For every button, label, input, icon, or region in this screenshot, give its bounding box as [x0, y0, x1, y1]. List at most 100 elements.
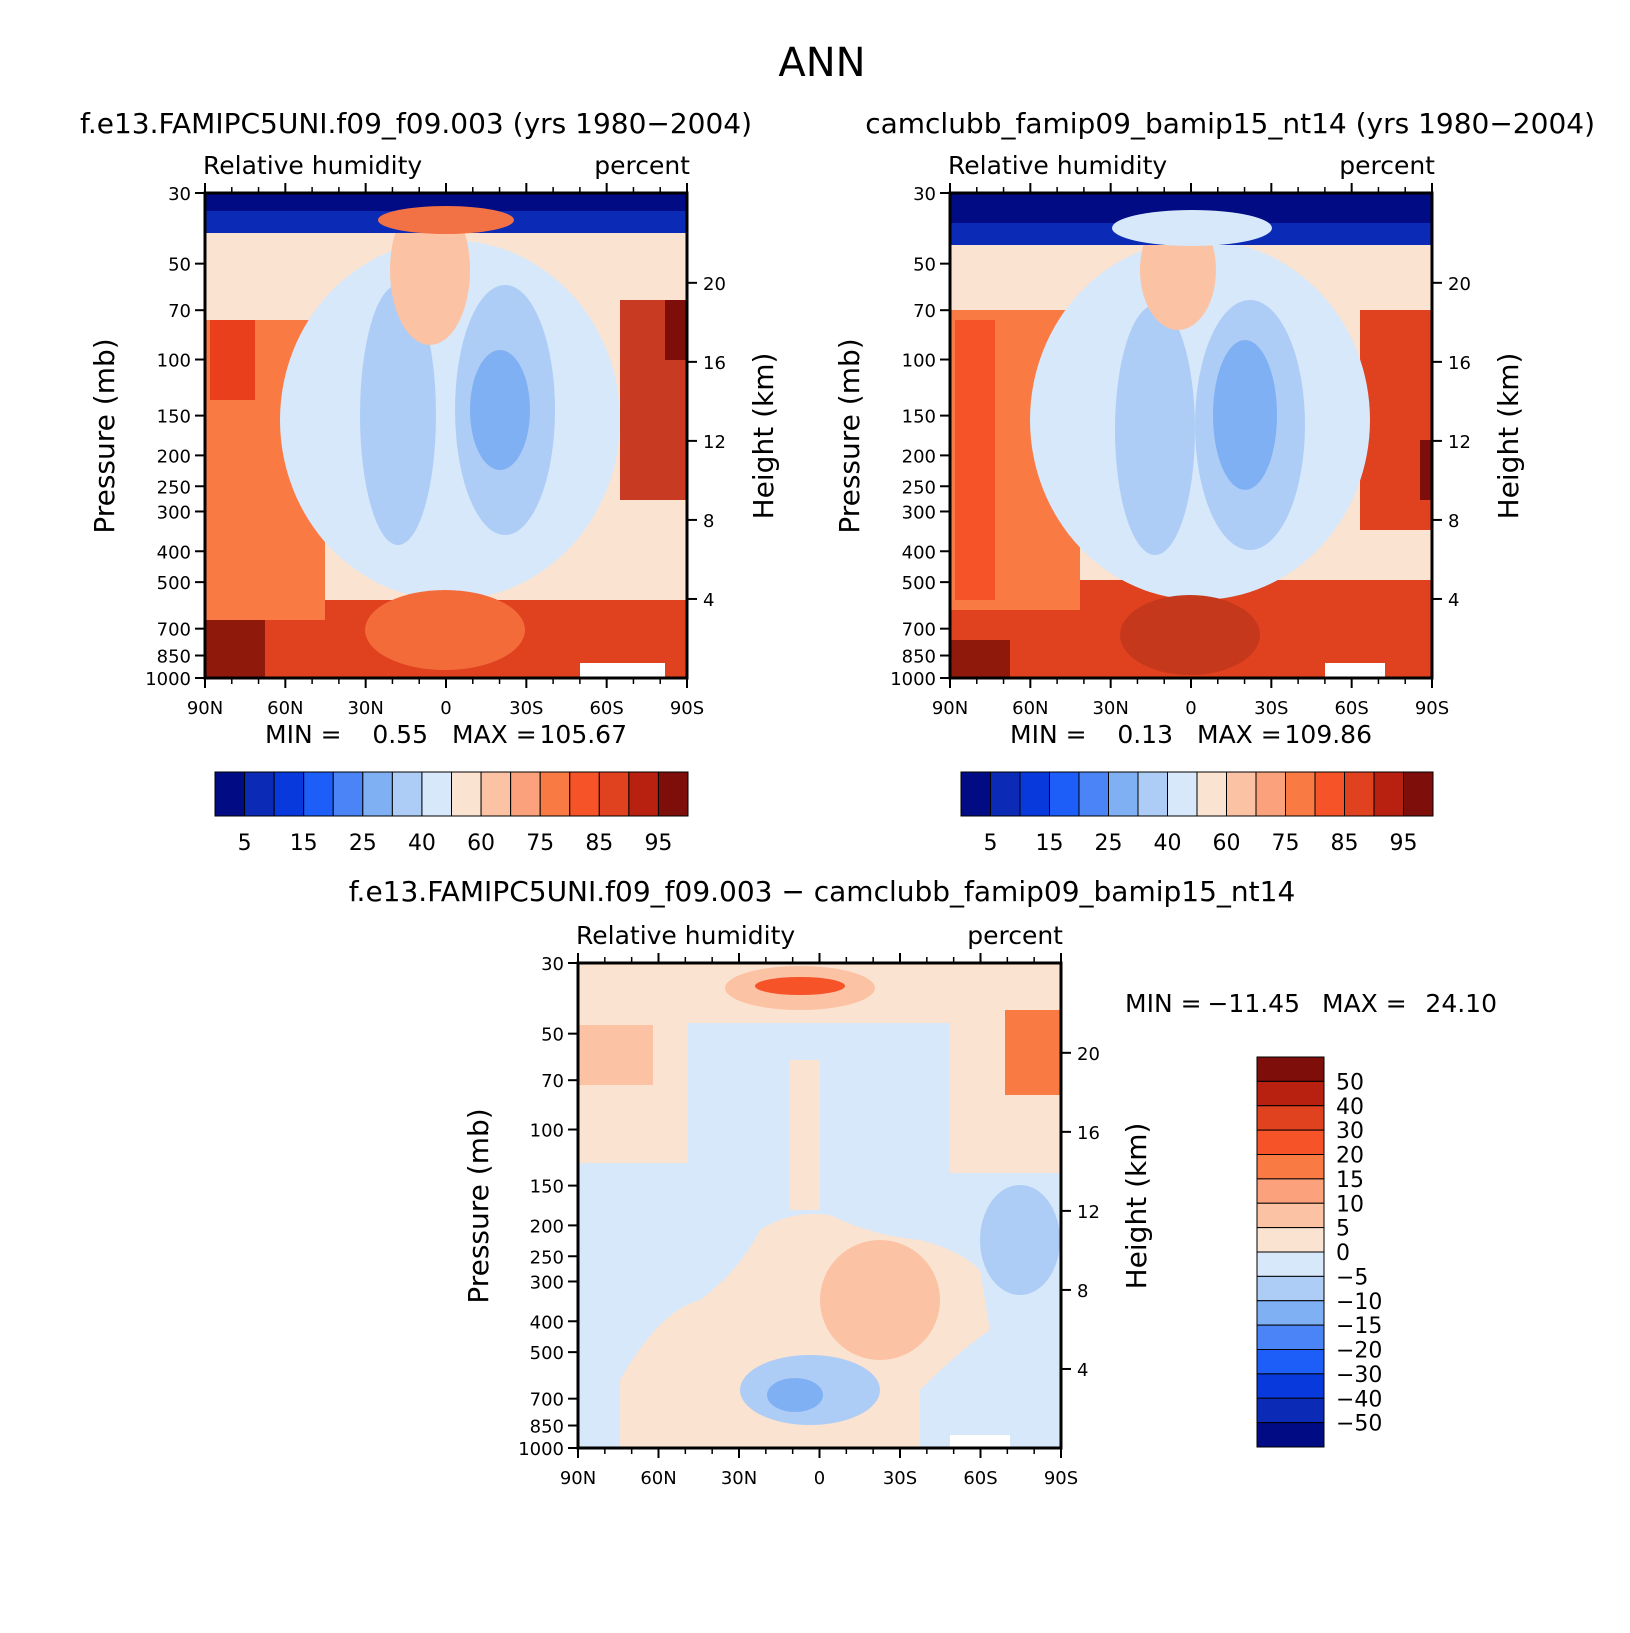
colorbar-label: 0: [1336, 1241, 1350, 1266]
colorbar-swatch: [214, 771, 246, 817]
panel-model-2: camclubb_famip09_bamip15_nt14 (yrs 1980−…: [833, 107, 1595, 856]
colorbar-swatch: [1285, 771, 1316, 817]
x-tick-label: 30S: [883, 1468, 917, 1489]
colorbar-swatch: [332, 771, 364, 817]
y-tick-label: 150: [157, 407, 191, 428]
y-tick-label: 30: [541, 954, 564, 975]
colorbar-swatch: [1256, 1178, 1325, 1204]
colorbar-swatch: [1167, 771, 1198, 817]
height-tick-label: 16: [703, 353, 726, 374]
panel-1-units-label: percent: [594, 151, 690, 180]
colorbar-swatch: [657, 771, 689, 817]
y-tick-label: 1000: [890, 669, 936, 690]
y-tick-label: 500: [157, 573, 191, 594]
panel-difference: f.e13.FAMIPC5UNI.f09_f09.003 − camclubb_…: [349, 875, 1497, 1489]
y-tick-label: 200: [530, 1216, 564, 1237]
panel-2-x-ticks: 90N 60N 30N 0 30S 60S 90S: [932, 183, 1449, 719]
colorbar-swatch: [1049, 771, 1080, 817]
colorbar-label: 15: [1036, 831, 1064, 856]
y-tick-label: 70: [913, 301, 936, 322]
height-tick-label: 16: [1077, 1123, 1100, 1144]
colorbar-label: 10: [1336, 1192, 1364, 1217]
panel-3-max-value: 24.10: [1425, 989, 1497, 1018]
panel-1-colorbar: 5 15 25 40 60 75 85 95: [214, 771, 689, 856]
colorbar-label: 75: [526, 831, 554, 856]
height-tick-label: 8: [1448, 511, 1459, 532]
colorbar-swatch: [1196, 771, 1227, 817]
y-tick-label: 50: [168, 255, 191, 276]
colorbar-swatch: [1256, 1397, 1325, 1424]
colorbar-label: −5: [1336, 1265, 1368, 1290]
y-tick-label: 250: [157, 477, 191, 498]
height-tick-label: 4: [1077, 1360, 1088, 1381]
y-tick-label: 850: [530, 1417, 564, 1438]
panel-3-x-ticks: 90N 60N 30N 0 30S 60S 90S: [560, 953, 1078, 1489]
panel-3-y-ticks-right: 20 16 12 8 4: [1061, 1044, 1100, 1381]
panel-1-x-ticks: 90N 60N 30N 0 30S 60S 90S: [187, 183, 704, 719]
panel-2-units-label: percent: [1339, 151, 1435, 180]
colorbar-label: −50: [1336, 1412, 1382, 1437]
height-tick-label: 12: [1077, 1202, 1100, 1223]
panel-1-contour-field: [205, 193, 687, 678]
panel-3-y-axis-label: Pressure (mb): [462, 1108, 495, 1303]
height-tick-label: 20: [703, 274, 726, 295]
colorbar-swatch: [1256, 1080, 1325, 1107]
height-tick-label: 12: [703, 432, 726, 453]
colorbar-swatch: [1403, 771, 1434, 817]
panel-3-right-axis-label: Height (km): [1120, 1123, 1153, 1290]
colorbar-swatch: [1226, 771, 1257, 817]
x-tick-label: 30N: [721, 1468, 757, 1489]
colorbar-label: 95: [1390, 831, 1418, 856]
y-tick-label: 70: [541, 1071, 564, 1092]
x-tick-label: 0: [1185, 698, 1196, 719]
colorbar-label: 40: [1336, 1095, 1364, 1120]
x-tick-label: 90N: [187, 698, 223, 719]
colorbar-label: 20: [1336, 1144, 1364, 1169]
colorbar-label: 50: [1336, 1070, 1364, 1095]
height-tick-label: 4: [703, 590, 714, 611]
panel-1-min-label: MIN =: [265, 720, 342, 749]
panel-2-y-axis-label: Pressure (mb): [833, 338, 866, 533]
y-tick-label: 300: [902, 502, 936, 523]
y-tick-label: 500: [902, 573, 936, 594]
panel-2-max-value: 109.86: [1285, 720, 1372, 749]
colorbar-label: 40: [408, 831, 436, 856]
colorbar-swatch: [990, 771, 1021, 817]
panel-1-y-ticks-right: 20 16 12 8 4: [687, 274, 726, 611]
colorbar-swatch: [244, 771, 275, 817]
colorbar-swatch: [510, 771, 541, 817]
panel-model-1: f.e13.FAMIPC5UNI.f09_f09.003 (yrs 1980−2…: [80, 107, 780, 856]
colorbar-swatch: [303, 771, 334, 817]
y-tick-label: 50: [913, 255, 936, 276]
colorbar-swatch: [1373, 771, 1404, 817]
colorbar-swatch: [1256, 1056, 1325, 1082]
colorbar-swatch: [1344, 771, 1375, 817]
colorbar-label: 75: [1272, 831, 1300, 856]
y-tick-label: 200: [157, 446, 191, 467]
panel-1-variable-label: Relative humidity: [203, 151, 422, 180]
colorbar-swatch: [1256, 1251, 1325, 1277]
y-tick-label: 700: [530, 1390, 564, 1411]
x-tick-label: 60S: [963, 1468, 997, 1489]
colorbar-swatch: [1256, 1275, 1325, 1302]
panel-3-case-title: f.e13.FAMIPC5UNI.f09_f09.003 − camclubb_…: [349, 875, 1296, 908]
y-tick-label: 100: [157, 351, 191, 372]
y-tick-label: 500: [530, 1343, 564, 1364]
panel-2-min-value: 0.13: [1117, 720, 1173, 749]
height-tick-label: 12: [1448, 432, 1471, 453]
y-tick-label: 700: [902, 620, 936, 641]
panel-3-units-label: percent: [967, 921, 1063, 950]
y-tick-label: 850: [902, 647, 936, 668]
height-tick-label: 4: [1448, 590, 1459, 611]
colorbar-swatch: [1078, 771, 1109, 817]
colorbar-label: 25: [349, 831, 377, 856]
y-tick-label: 100: [902, 351, 936, 372]
colorbar-swatch: [1019, 771, 1050, 817]
y-tick-label: 200: [902, 446, 936, 467]
y-tick-label: 400: [530, 1312, 564, 1333]
height-tick-label: 8: [1077, 1281, 1088, 1302]
x-tick-label: 60N: [267, 698, 303, 719]
